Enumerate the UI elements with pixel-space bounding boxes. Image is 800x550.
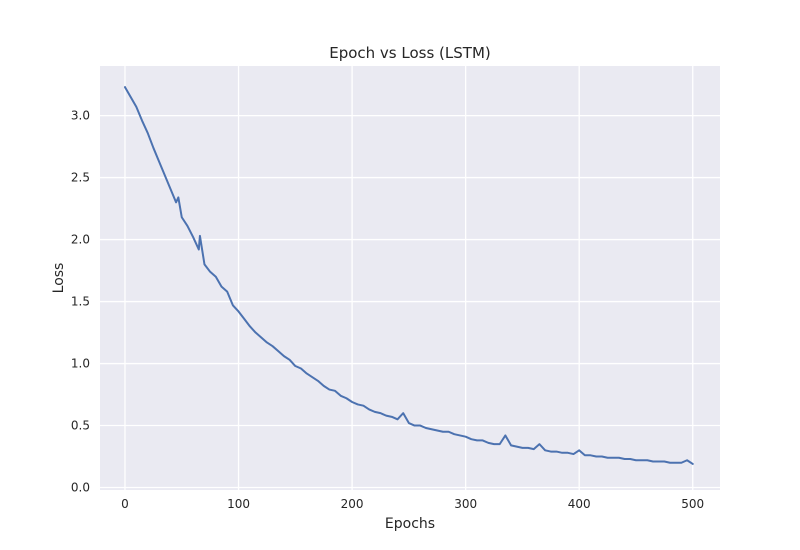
y-tick-label: 1.5: [71, 295, 90, 309]
y-tick-label: 1.0: [71, 357, 90, 371]
x-tick-label: 200: [341, 497, 364, 511]
x-tick-label: 300: [454, 497, 477, 511]
y-axis-label: Loss: [51, 263, 67, 294]
x-tick-label: 500: [681, 497, 704, 511]
x-tick-label: 100: [227, 497, 250, 511]
x-tick-label: 0: [121, 497, 129, 511]
y-tick-label: 2.5: [71, 171, 90, 185]
x-tick-labels: 0 100 200 300 400 500: [121, 497, 704, 511]
plot-background: [100, 66, 720, 490]
x-tick-label: 400: [568, 497, 591, 511]
y-tick-label: 0.5: [71, 419, 90, 433]
chart-title: Epoch vs Loss (LSTM): [329, 44, 491, 62]
x-axis-label: Epochs: [385, 516, 435, 532]
y-tick-label: 3.0: [71, 109, 90, 123]
loss-series-line: [123, 86, 694, 465]
y-tick-labels: 0.0 0.5 1.0 1.5 2.0 2.5 3.0: [71, 109, 90, 495]
grid-lines: [100, 66, 720, 490]
y-tick-label: 0.0: [71, 481, 90, 495]
y-tick-label: 2.0: [71, 233, 90, 247]
